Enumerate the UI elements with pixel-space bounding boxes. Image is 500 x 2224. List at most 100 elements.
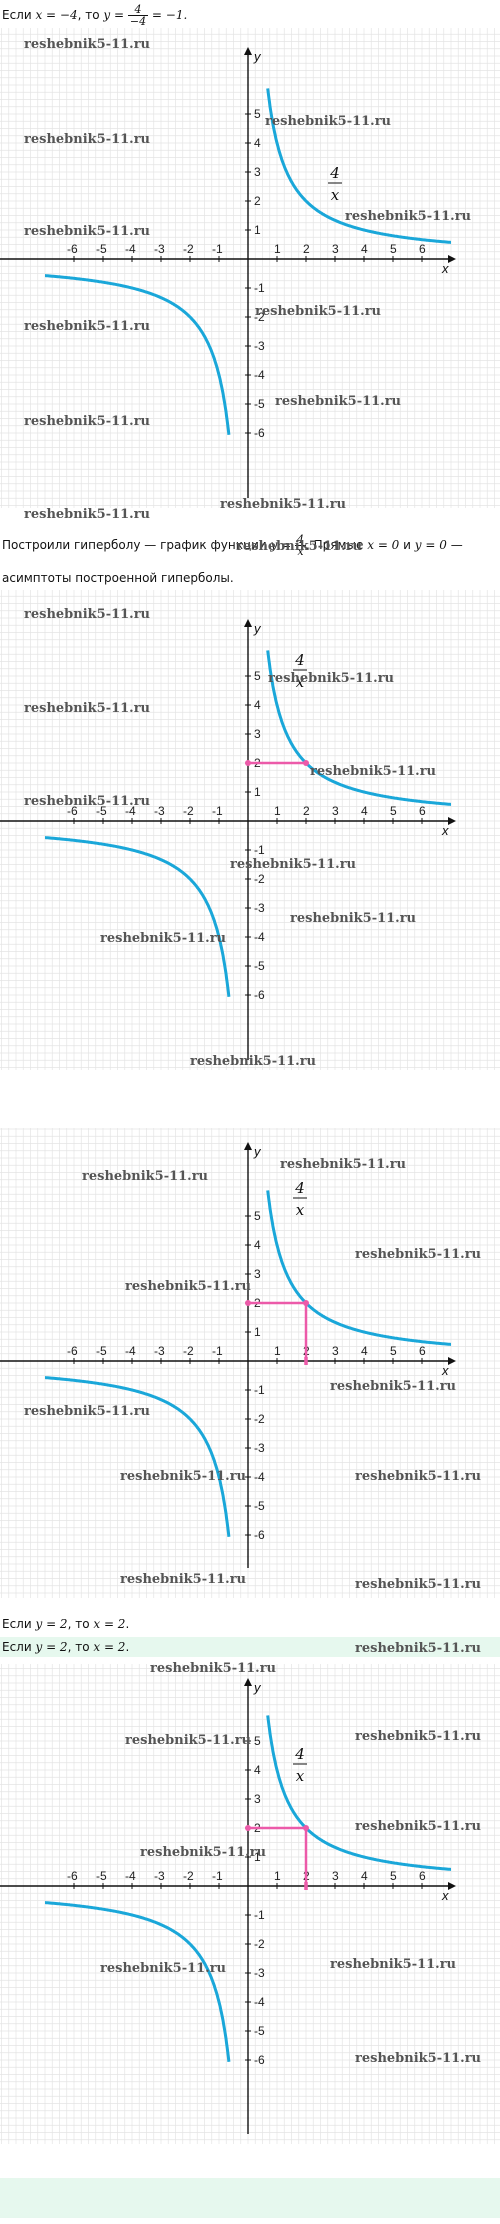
x-tick-label: -6: [67, 804, 78, 818]
y-tick-label: 5: [254, 107, 261, 121]
math-x: x = 2: [93, 1617, 126, 1631]
x-tick-label: -1: [212, 804, 223, 818]
y-tick-label: -6: [254, 2053, 265, 2067]
hyperbola-branch: [266, 1190, 451, 1346]
text: .: [125, 1640, 130, 1654]
y-tick-label: -4: [254, 1470, 265, 1484]
highlight-point: [303, 1825, 309, 1831]
curve-label-denominator: x: [331, 186, 340, 204]
x-tick-label: -1: [212, 1344, 223, 1358]
y-axis-label: y: [253, 49, 262, 64]
x-tick-label: -4: [125, 242, 136, 256]
x-tick-label: -5: [96, 1344, 107, 1358]
x-tick-label: 6: [419, 1869, 426, 1883]
x-tick-label: 1: [274, 1344, 281, 1358]
text: Если: [2, 8, 36, 22]
y-intercept-marker: [245, 1825, 251, 1831]
x-tick-label: -1: [212, 1869, 223, 1883]
math-y0: y = 0: [414, 538, 447, 552]
x-tick-label: -2: [183, 242, 194, 256]
statement-line-2: Построили гиперболу — график функции y =…: [2, 534, 500, 557]
x-tick-label: -1: [212, 242, 223, 256]
math-x: x = −4: [35, 8, 78, 22]
text: , то: [67, 1617, 94, 1631]
denominator: x: [297, 545, 304, 558]
y-tick-label: -4: [254, 1995, 265, 2009]
text: Если: [2, 1617, 36, 1631]
y-tick-label: 4: [254, 1763, 261, 1777]
curve-label: 4x: [293, 651, 307, 691]
text: Построили гиперболу — график функции: [2, 538, 271, 552]
x-tick-label: 6: [419, 242, 426, 256]
x-axis-label: x: [441, 1363, 449, 1378]
x-tick-label: 5: [390, 1344, 397, 1358]
y-intercept-marker: [245, 760, 251, 766]
y-tick-label: -3: [254, 1441, 265, 1455]
x-tick-label: -4: [125, 1344, 136, 1358]
hyperbola-branch: [266, 650, 451, 806]
statement-line-3: асимптоты построенной гиперболы.: [2, 570, 500, 586]
x-tick-label: 1: [274, 804, 281, 818]
numerator: 4: [295, 533, 307, 546]
x-tick-label: -4: [125, 804, 136, 818]
y-tick-label: -2: [254, 1412, 265, 1426]
x-tick-label: -5: [96, 804, 107, 818]
math-result: = −1.: [148, 8, 188, 22]
x-tick-label: -2: [183, 1344, 194, 1358]
y-tick-label: 4: [254, 1238, 261, 1252]
denominator: −4: [129, 15, 147, 28]
y-tick-label: 4: [254, 136, 261, 150]
hyperbola-branch: [45, 274, 231, 435]
x-axis-arrow: [448, 255, 456, 263]
curve-label-numerator: 4: [294, 1745, 305, 1763]
y-tick-label: -4: [254, 368, 265, 382]
y-tick-label: 1: [254, 223, 261, 237]
y-tick-label: -5: [254, 2024, 265, 2038]
y-tick-label: -5: [254, 1499, 265, 1513]
y-tick-label: 3: [254, 165, 261, 179]
x-tick-label: -4: [125, 1869, 136, 1883]
math-y: y =: [270, 538, 292, 552]
y-tick-label: -1: [254, 1383, 265, 1397]
x-tick-label: -6: [67, 1344, 78, 1358]
curve-label: 4x: [328, 164, 342, 204]
y-tick-label: 1: [254, 785, 261, 799]
y-tick-label: -2: [254, 310, 265, 324]
text: и: [399, 538, 415, 552]
x-tick-label: -6: [67, 242, 78, 256]
x-axis-label: x: [441, 823, 449, 838]
x-axis-label: x: [441, 1888, 449, 1903]
curve-label-numerator: 4: [294, 651, 305, 669]
x-tick-label: -2: [183, 804, 194, 818]
y-tick-label: -6: [254, 1528, 265, 1542]
x-tick-label: 2: [303, 804, 310, 818]
x-tick-label: 4: [361, 242, 368, 256]
x-tick-label: 3: [332, 242, 339, 256]
x-tick-label: 4: [361, 1869, 368, 1883]
hyperbola-branch: [45, 1901, 231, 2062]
y-tick-label: -5: [254, 959, 265, 973]
x-axis-arrow: [448, 817, 456, 825]
x-tick-label: -5: [96, 1869, 107, 1883]
grid: [0, 1128, 500, 1598]
y-tick-label: 3: [254, 727, 261, 741]
y-axis-arrow: [244, 47, 252, 55]
highlight-band: [0, 1637, 500, 1657]
text: . Прямые: [306, 538, 368, 552]
x-tick-label: 5: [390, 804, 397, 818]
y-tick-label: -3: [254, 339, 265, 353]
x-tick-label: 4: [361, 804, 368, 818]
x-tick-label: -6: [67, 1869, 78, 1883]
curve-label: 4x: [293, 1745, 307, 1785]
hyperbola-branch: [45, 1376, 231, 1537]
hyperbola-branch: [266, 1715, 451, 1871]
y-tick-label: -5: [254, 397, 265, 411]
curve-label-numerator: 4: [294, 1179, 305, 1197]
highlight-band-bottom: [0, 2178, 500, 2218]
y-tick-label: -1: [254, 843, 265, 857]
y-tick-label: 2: [254, 194, 261, 208]
